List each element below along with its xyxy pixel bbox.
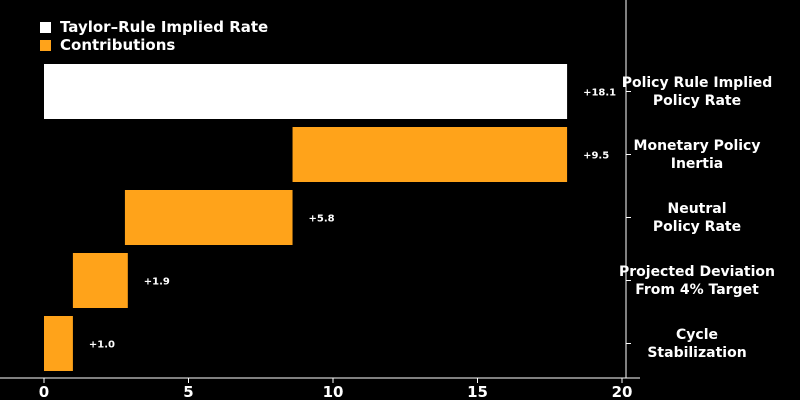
category-label-2-line-1: Monetary Policy	[633, 137, 761, 154]
bar-1	[44, 64, 568, 119]
category-label-3-line-2: Policy Rate	[652, 218, 742, 235]
category-label-5: Cycle Stabilization	[612, 326, 782, 362]
category-label-5-line-2: Stabilization	[647, 344, 747, 361]
x-tick-label-20: 20	[612, 383, 633, 400]
category-label-1: Policy Rule Implied Policy Rate	[612, 74, 782, 110]
legend-label-contributions: Contributions	[60, 36, 176, 54]
category-label-2: Monetary Policy Inertia	[612, 137, 782, 173]
bar-5	[44, 316, 73, 371]
value-label-5: +1.0	[89, 340, 115, 351]
category-label-2-line-2: Inertia	[670, 155, 724, 172]
category-label-4: Projected Deviation From 4% Target	[612, 263, 782, 299]
x-tick-label-0: 0	[39, 383, 49, 400]
bar-2	[292, 127, 568, 182]
legend-item-total: Taylor–Rule Implied Rate	[40, 18, 268, 36]
legend-swatch-contributions	[40, 39, 51, 51]
bar-3	[124, 190, 293, 245]
category-label-3-line-1: Neutral	[667, 200, 727, 217]
value-label-2: +9.5	[583, 151, 609, 162]
legend-label-total: Taylor–Rule Implied Rate	[60, 18, 269, 36]
legend-item-contributions: Contributions	[40, 36, 268, 54]
legend-swatch-total	[40, 21, 51, 33]
category-label-1-line-1: Policy Rule Implied	[621, 74, 773, 91]
x-tick-label-5: 5	[183, 383, 193, 400]
value-label-4: +1.9	[144, 277, 170, 288]
x-tick-label-10: 10	[323, 383, 344, 400]
legend: Taylor–Rule Implied Rate Contributions	[40, 18, 268, 54]
value-label-3: +5.8	[309, 214, 335, 225]
bar-4	[72, 253, 128, 308]
category-label-4-line-2: From 4% Target	[635, 281, 759, 298]
category-label-4-line-1: Projected Deviation	[618, 263, 776, 280]
category-label-3: Neutral Policy Rate	[612, 200, 782, 236]
category-label-1-line-2: Policy Rate	[652, 92, 742, 109]
value-label-1: +18.1	[583, 88, 616, 99]
x-tick-label-15: 15	[467, 383, 488, 400]
category-label-5-line-1: Cycle	[676, 326, 718, 343]
